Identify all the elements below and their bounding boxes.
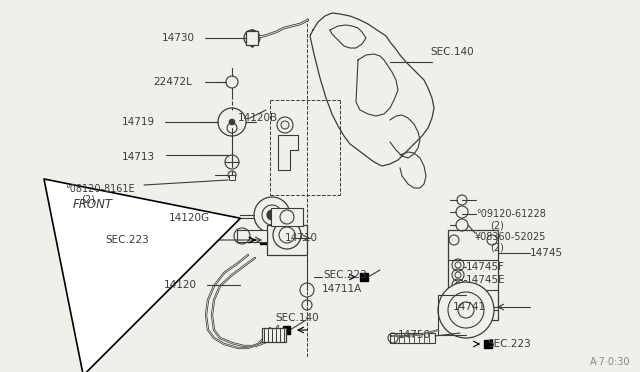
Bar (262, 328, 286, 342)
Text: 14711A: 14711A (322, 284, 362, 294)
Bar (237, 230, 267, 242)
Text: °08120-8161E: °08120-8161E (65, 184, 134, 194)
Polygon shape (229, 175, 235, 180)
Text: 14745F: 14745F (466, 262, 505, 272)
Text: 14710: 14710 (285, 233, 318, 243)
Bar (246, 31, 258, 45)
Polygon shape (484, 340, 492, 348)
Bar (267, 225, 307, 255)
Polygon shape (360, 273, 368, 281)
Text: A·7·0:30: A·7·0:30 (590, 357, 630, 367)
Circle shape (267, 210, 277, 220)
Polygon shape (283, 326, 290, 334)
Polygon shape (260, 236, 268, 244)
Text: SEC.140: SEC.140 (275, 313, 319, 323)
Text: 14120B: 14120B (238, 113, 278, 123)
Circle shape (438, 282, 494, 338)
Text: SEC.223: SEC.223 (105, 235, 149, 245)
Bar (271, 208, 303, 226)
Text: (2): (2) (81, 195, 95, 205)
Text: SEC.223: SEC.223 (487, 339, 531, 349)
Text: (2): (2) (490, 243, 504, 253)
Text: 14713: 14713 (122, 152, 155, 162)
Bar (448, 230, 498, 320)
Text: (2): (2) (490, 220, 504, 230)
Text: SEC.223: SEC.223 (323, 270, 367, 280)
Bar (390, 333, 435, 343)
Text: FRONT: FRONT (73, 198, 113, 211)
Circle shape (229, 119, 235, 125)
Text: 14120: 14120 (164, 280, 197, 290)
Text: °09120-61228: °09120-61228 (476, 209, 546, 219)
Text: 22472L: 22472L (153, 77, 192, 87)
Text: 14741: 14741 (453, 302, 486, 312)
Text: 14730: 14730 (162, 33, 195, 43)
Text: ¥08360-52025: ¥08360-52025 (475, 232, 547, 242)
Text: 14719: 14719 (122, 117, 155, 127)
Text: SEC.140: SEC.140 (430, 47, 474, 57)
Text: 14745E: 14745E (466, 275, 506, 285)
Circle shape (254, 197, 290, 233)
Text: 14120G: 14120G (169, 213, 210, 223)
Text: 14745: 14745 (530, 248, 563, 258)
Text: 14750: 14750 (398, 330, 431, 340)
